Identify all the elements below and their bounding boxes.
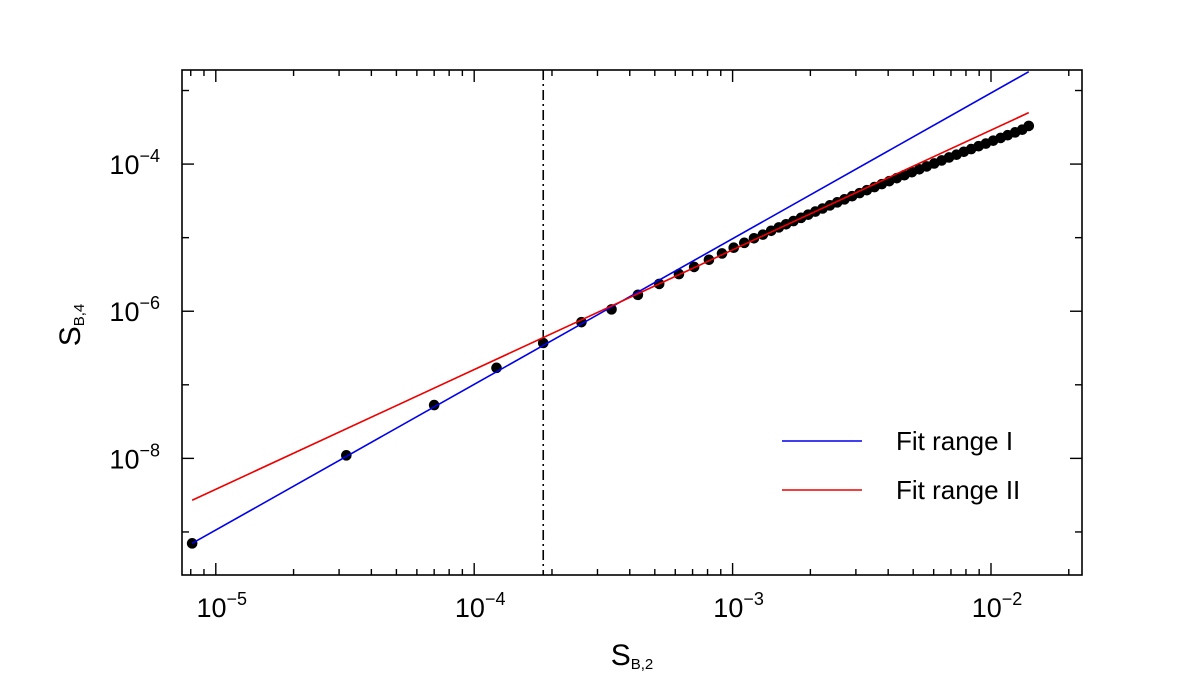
data-point — [1023, 120, 1035, 132]
legend-label-fit-range-ii: Fit range II — [896, 475, 1020, 505]
y-axis-label: SB,4 — [54, 304, 88, 347]
fit-range-ii-line — [191, 111, 1030, 501]
data-points — [186, 120, 1035, 549]
x-tick-label: 10−3 — [713, 589, 764, 623]
y-tick-label: 10−6 — [109, 293, 160, 327]
x-tick-label: 10−5 — [197, 589, 248, 623]
fit-range-i-line — [191, 71, 1030, 545]
x-tick-label: 10−4 — [455, 589, 506, 623]
data-point — [537, 337, 549, 349]
y-tick-label: 10−4 — [109, 146, 160, 180]
ticks — [182, 70, 1082, 575]
x-tick-label: 10−2 — [972, 589, 1023, 623]
x-axis-label: SB,2 — [611, 639, 654, 673]
legend-label-fit-range-i: Fit range I — [896, 426, 1013, 456]
fit-lines — [191, 71, 1030, 545]
plot-frame — [181, 69, 1083, 576]
y-tick-label: 10−8 — [109, 440, 160, 474]
axis-labels: 10−5 10−4 10−3 10−2 10−8 10−6 10−4 SB,2 SB,4 — [54, 146, 1022, 673]
legend: Fit range I Fit range II — [782, 426, 1020, 505]
